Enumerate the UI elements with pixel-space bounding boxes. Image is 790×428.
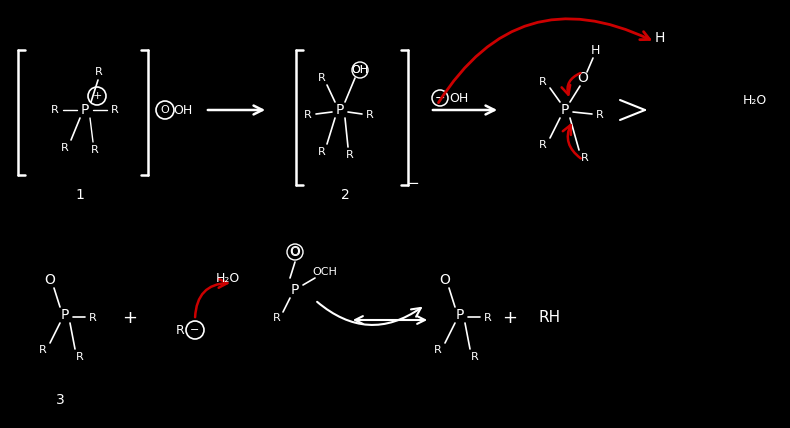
Text: P: P	[61, 308, 70, 322]
Text: R: R	[273, 313, 281, 323]
Text: R: R	[61, 143, 69, 153]
Text: +: +	[122, 309, 137, 327]
Text: OH: OH	[173, 104, 193, 116]
Text: 3: 3	[55, 393, 64, 407]
Text: RH: RH	[539, 310, 561, 326]
Text: O: O	[439, 273, 450, 287]
Text: R: R	[95, 67, 103, 77]
Text: O: O	[291, 247, 299, 257]
Text: R: R	[111, 105, 118, 115]
Text: R: R	[484, 313, 492, 323]
Text: R: R	[51, 105, 59, 115]
Text: R: R	[318, 147, 326, 157]
Text: R: R	[76, 352, 84, 362]
Text: −: −	[435, 92, 446, 104]
Text: P: P	[336, 103, 344, 117]
Text: R: R	[471, 352, 479, 362]
Text: 2: 2	[340, 188, 349, 202]
Text: R: R	[346, 150, 354, 160]
Text: P: P	[456, 308, 465, 322]
Text: R: R	[435, 345, 442, 355]
Text: H₂O: H₂O	[743, 93, 767, 107]
Text: H: H	[655, 31, 665, 45]
Text: P: P	[561, 103, 569, 117]
Text: R: R	[596, 110, 604, 120]
Text: O: O	[160, 105, 169, 115]
Text: 1: 1	[76, 188, 85, 202]
Text: R: R	[89, 313, 97, 323]
Text: R: R	[91, 145, 99, 155]
Text: R: R	[539, 140, 547, 150]
Text: P: P	[81, 103, 89, 117]
Text: P: P	[291, 283, 299, 297]
Text: R: R	[304, 110, 312, 120]
Text: H: H	[590, 44, 600, 56]
Text: R: R	[175, 324, 184, 336]
Text: +: +	[92, 91, 102, 101]
Text: O: O	[577, 71, 589, 85]
Text: H₂O: H₂O	[216, 271, 240, 285]
Text: +: +	[502, 309, 517, 327]
Text: OH: OH	[450, 92, 468, 104]
Text: R: R	[581, 153, 589, 163]
Text: OH: OH	[352, 65, 369, 75]
Text: R: R	[366, 110, 374, 120]
Text: O: O	[290, 245, 300, 259]
Text: OCH: OCH	[313, 267, 337, 277]
Text: R: R	[40, 345, 47, 355]
Text: −: −	[190, 325, 200, 335]
Text: R: R	[318, 73, 326, 83]
Text: O: O	[44, 273, 55, 287]
Text: OH: OH	[352, 65, 369, 75]
Text: R: R	[539, 77, 547, 87]
Text: −: −	[407, 175, 419, 190]
